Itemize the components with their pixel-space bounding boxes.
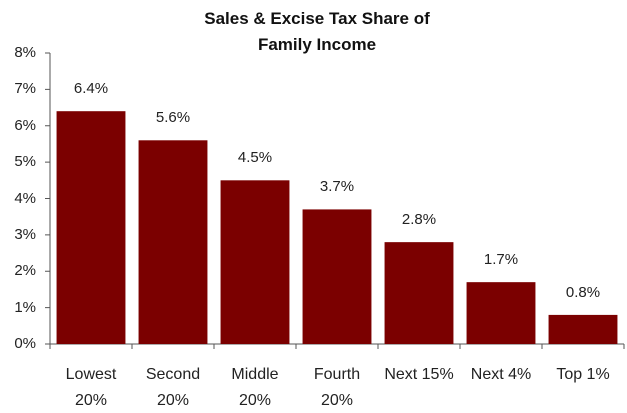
x-tick-label: Middle 20% [231,366,279,409]
bar [466,282,536,344]
value-label: 5.6% [155,109,191,127]
y-tick-label: 0% [14,335,36,352]
value-label: 1.7% [483,251,519,269]
bar [302,209,372,344]
chart-title: Sales & Excise Tax Share of Family Incom… [204,9,430,54]
bar [138,140,208,344]
value-label: 6.4% [73,80,109,98]
value-label: 0.8% [565,283,601,301]
y-tick-label: 1% [14,298,36,316]
value-label: 2.8% [401,211,437,229]
y-tick-label: 7% [14,80,36,98]
y-tick-label: 2% [14,262,36,280]
value-label: 4.5% [237,149,273,167]
x-tick-label: Fourth 20% [313,366,361,409]
y-tick-label: 4% [14,189,36,207]
x-tick-label: Next 15% [384,366,454,383]
bar [384,242,454,344]
x-tick-label: Top 1% [556,366,610,383]
bar [548,314,618,344]
y-tick-label: 6% [14,116,36,134]
x-tick-label: Lowest 20% [65,366,117,409]
value-label: 3.7% [319,178,355,196]
y-tick-label: 5% [14,153,36,171]
bar [56,111,126,344]
x-tick-label: Second 20% [145,366,201,409]
bar [220,180,290,344]
y-tick-label: 8% [14,44,36,61]
x-tick-label: Next 4% [470,366,532,383]
y-tick-label: 3% [14,225,36,243]
